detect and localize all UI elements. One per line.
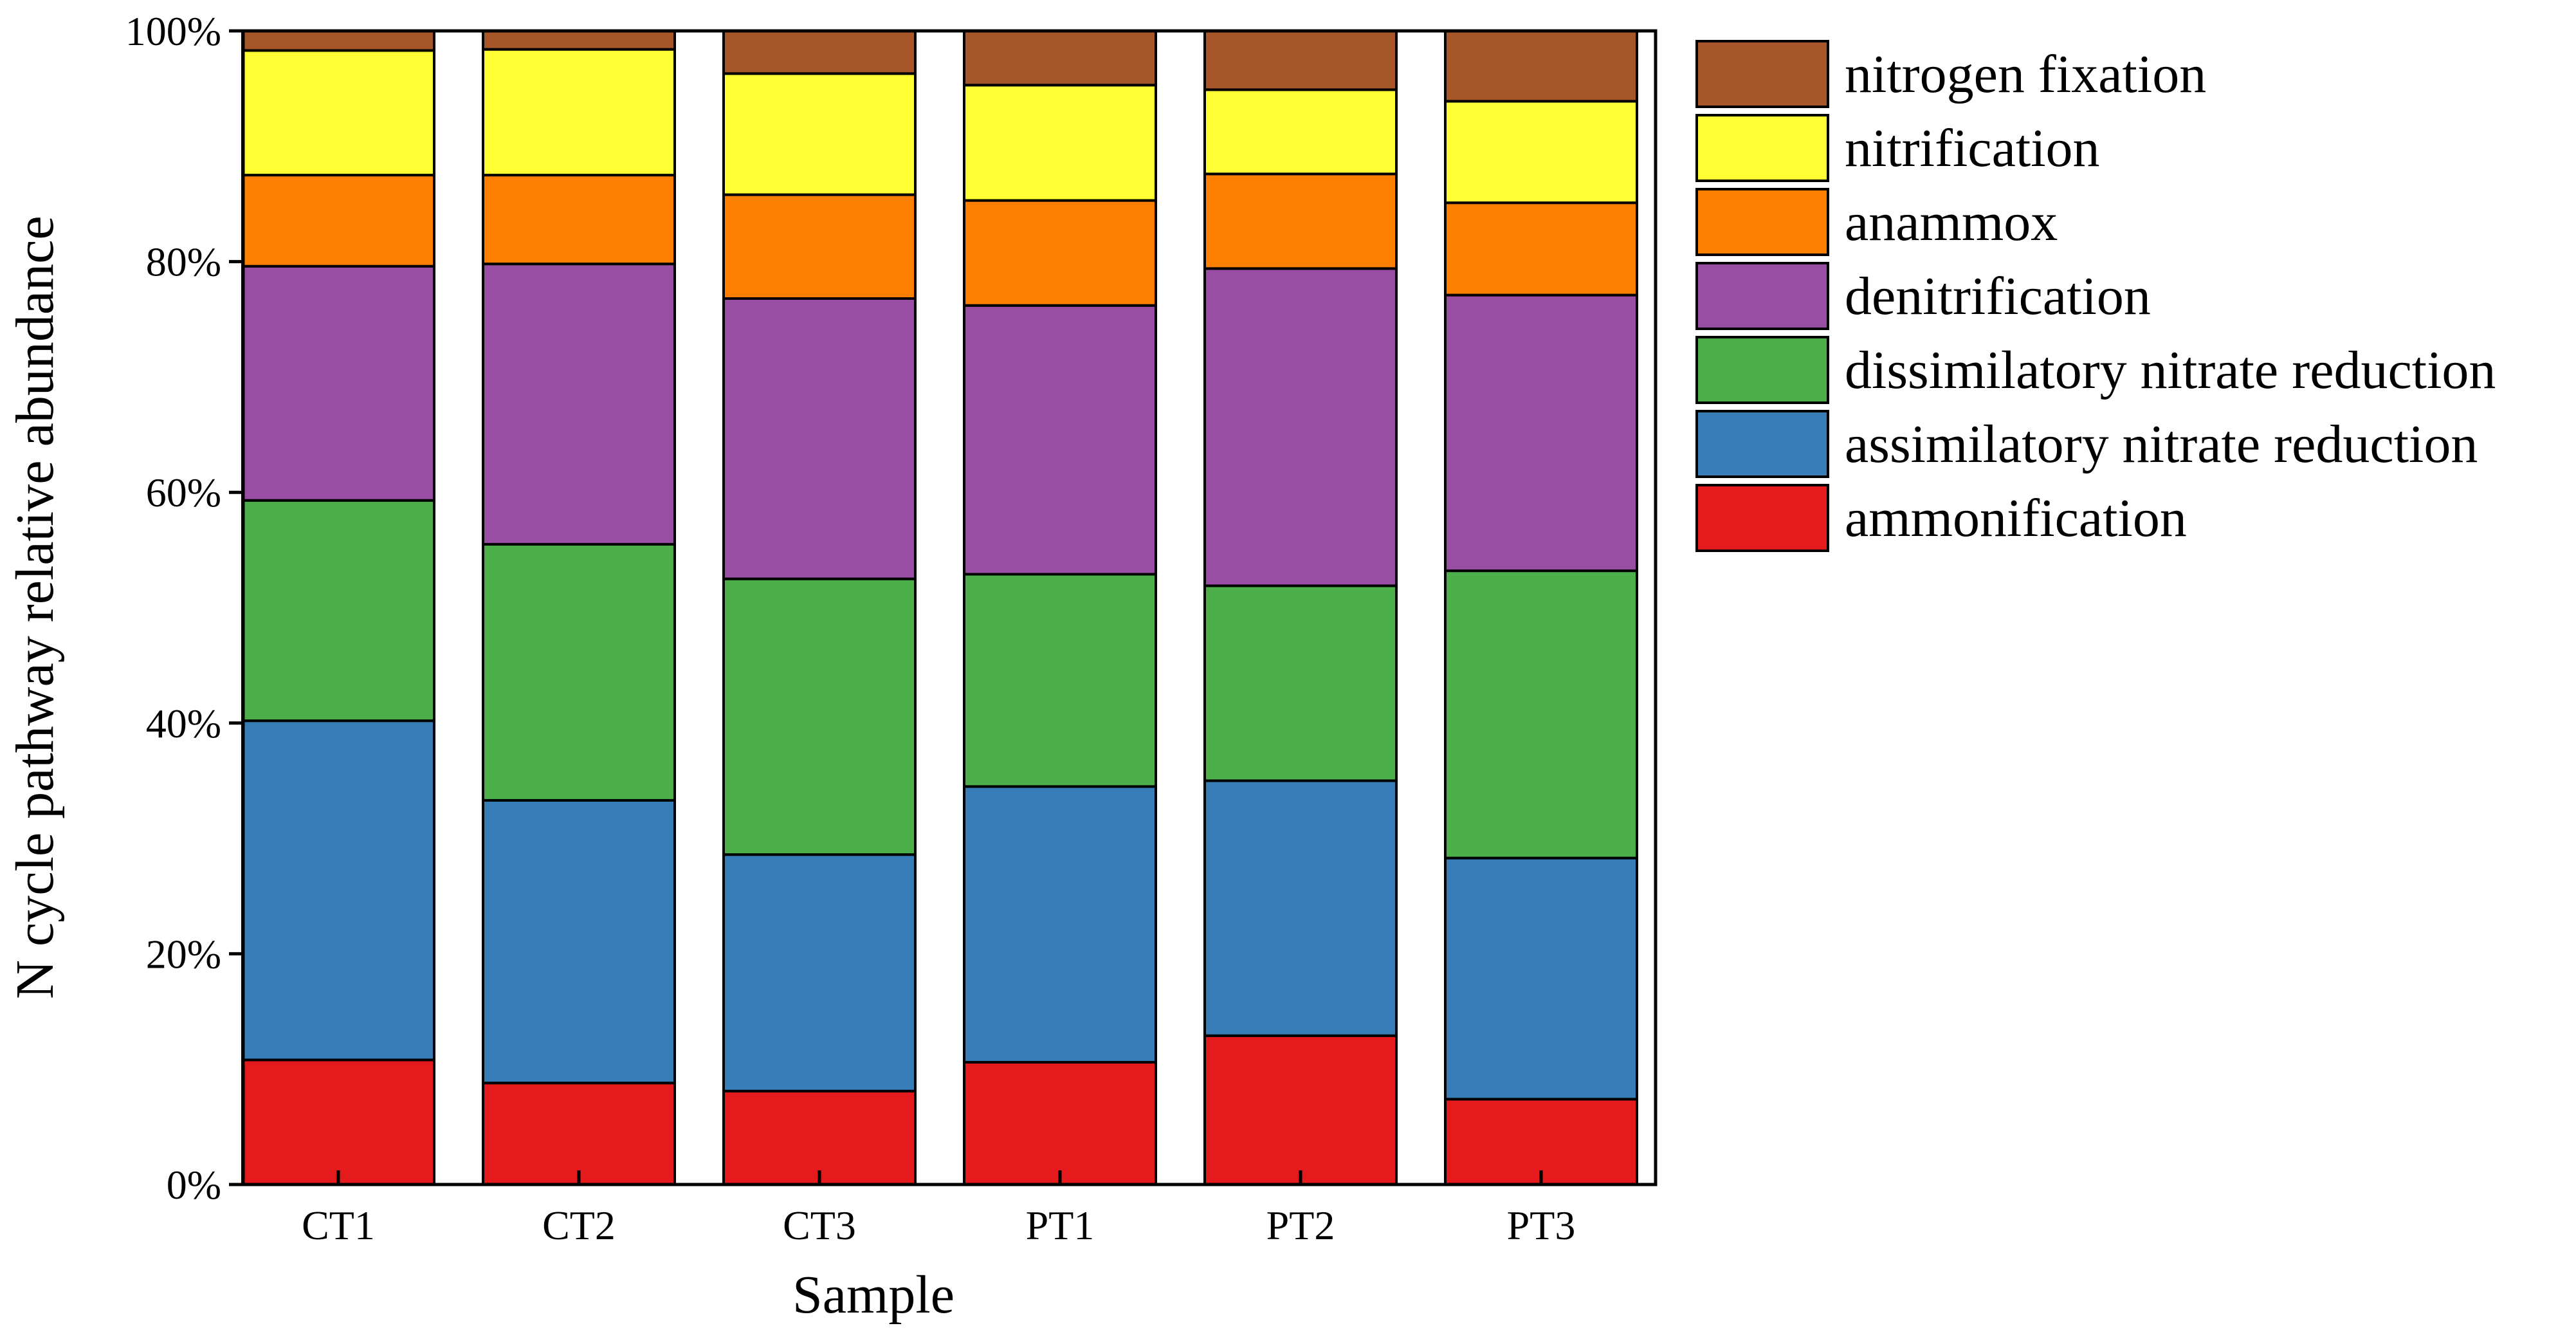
bar-pt3-denitrification [1444,293,1638,573]
legend-swatch-nitrogen-fixation [1695,40,1829,108]
legend-label-ammonification: ammonification [1845,488,2187,548]
legend-swatch-anammox [1695,188,1829,256]
x-tick-label: PT3 [1507,1203,1576,1248]
bar-pt3-assimilatory-nitrate-reduction [1444,856,1638,1101]
y-tick-label: 0% [167,1162,221,1208]
bar-pt3-nitrification [1444,100,1638,205]
bar-pt1-assimilatory-nitrate-reduction [963,785,1157,1064]
bar-ct3-dissimilatory-nitrate-reduction [722,577,917,856]
legend-swatch-ammonification [1695,484,1829,552]
bar-pt2-anammox [1203,172,1398,270]
legend-swatch-assimilatory-nitrate-reduction [1695,410,1829,478]
x-tick-label: CT2 [542,1203,616,1248]
legend-label-dissimilatory-nitrate-reduction: dissimilatory nitrate reduction [1845,340,2496,400]
bar-ct1-dissimilatory-nitrate-reduction [241,499,435,723]
legend-swatch-denitrification [1695,262,1829,330]
bar-pt2-nitrification [1203,88,1398,176]
legend-label-nitrogen-fixation: nitrogen fixation [1845,44,2206,104]
bar-pt3-ammonification [1444,1098,1638,1186]
y-tick-label: 20% [146,931,221,977]
legend-label-nitrification: nitrification [1845,118,2100,178]
bar-ct2-nitrification [482,48,676,177]
bar-ct3-nitrification [722,72,917,196]
bar-ct1-ammonification [241,1058,435,1186]
bar-pt1-dissimilatory-nitrate-reduction [963,573,1157,788]
bar-pt3-dissimilatory-nitrate-reduction [1444,569,1638,860]
bar-pt1-anammox [963,199,1157,307]
y-tick-label: 60% [146,470,221,515]
bar-ct2-dissimilatory-nitrate-reduction [482,542,676,802]
y-tick-label: 80% [146,239,221,285]
x-tick-label: CT1 [302,1203,375,1248]
bar-ct1-assimilatory-nitrate-reduction [241,719,435,1062]
x-tick-label: PT2 [1266,1203,1335,1248]
bar-pt2-nitrogen-fixation [1203,30,1398,91]
bar-ct1-denitrification [241,264,435,502]
legend-swatch-nitrification [1695,114,1829,182]
y-axis-title: N cycle pathway relative abundance [5,216,65,999]
bar-pt2-dissimilatory-nitrate-reduction [1203,584,1398,782]
bar-ct3-assimilatory-nitrate-reduction [722,853,917,1093]
bar-ct2-anammox [482,174,676,266]
x-tick-label: PT1 [1026,1203,1095,1248]
bar-pt2-ammonification [1203,1034,1398,1186]
bar-ct1-nitrification [241,49,435,177]
y-tick-label: 40% [146,701,221,746]
bar-pt1-ammonification [963,1060,1157,1186]
bar-pt1-nitrogen-fixation [963,30,1157,87]
bar-ct1-anammox [241,174,435,268]
bar-ct2-ammonification [482,1082,676,1186]
bar-ct3-anammox [722,193,917,300]
legend: nitrogen fixation nitrification anammox den… [1695,40,2496,552]
bar-pt2-assimilatory-nitrate-reduction [1203,779,1398,1037]
bar-ct3-nitrogen-fixation [722,30,917,75]
legend-swatch-dissimilatory-nitrate-reduction [1695,336,1829,404]
x-axis-title: Sample [792,1265,955,1325]
bar-ct2-nitrogen-fixation [482,30,676,51]
bar-pt3-nitrogen-fixation [1444,30,1638,103]
legend-label-assimilatory-nitrate-reduction: assimilatory nitrate reduction [1845,414,2478,474]
plot-frame [241,29,1658,1186]
x-tick-label: CT3 [783,1203,856,1248]
y-tick-label: 100% [125,8,221,54]
bar-pt1-denitrification [963,304,1157,576]
bar-ct3-denitrification [722,297,917,580]
bar-pt1-nitrification [963,84,1157,202]
axes-layer: 0% 20% 40% 60% 80% 100% CT1 CT2 CT3 PT1 PT2 PT3 [125,8,1576,1248]
bars-layer [241,30,1638,1186]
bar-pt2-denitrification [1203,267,1398,587]
bar-ct2-assimilatory-nitrate-reduction [482,798,676,1085]
bar-ct1-nitrogen-fixation [241,30,435,52]
bar-ct3-ammonification [722,1089,917,1186]
bar-ct2-denitrification [482,263,676,546]
legend-label-denitrification: denitrification [1845,266,2151,326]
bar-pt3-anammox [1444,201,1638,297]
legend-label-anammox: anammox [1845,192,2058,252]
